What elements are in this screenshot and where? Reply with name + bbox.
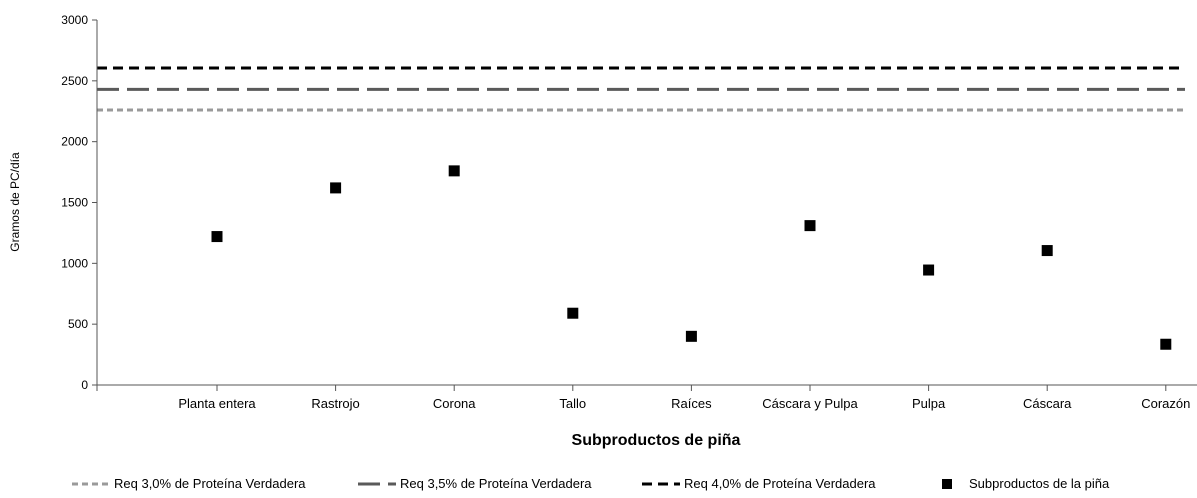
data-point bbox=[330, 182, 342, 194]
legend-swatch bbox=[942, 479, 952, 489]
axes bbox=[96, 20, 1197, 386]
legend-label: Req 3,5% de Proteína Verdadera bbox=[400, 476, 592, 491]
x-tick-label: Pulpa bbox=[912, 396, 946, 411]
y-tick-label: 500 bbox=[68, 317, 88, 331]
x-tick-label: Planta entera bbox=[178, 396, 256, 411]
x-ticks: Planta entera Rastrojo Corona Tallo Raíces Cá… bbox=[96, 385, 1190, 411]
x-tick-label: Corona bbox=[433, 396, 476, 411]
data-points bbox=[211, 165, 1172, 350]
x-tick-label: Tallo bbox=[559, 396, 586, 411]
data-point bbox=[567, 307, 579, 319]
y-tick-label: 0 bbox=[81, 378, 88, 392]
x-axis-label: Subproductos de piña bbox=[572, 432, 741, 449]
legend: Req 3,0% de Proteína Verdadera Req 3,5% d… bbox=[72, 476, 1110, 491]
y-tick-label: 1000 bbox=[61, 256, 88, 270]
data-point bbox=[448, 165, 460, 177]
x-tick-label: Cáscara y Pulpa bbox=[762, 396, 858, 411]
x-tick-label: Corazón bbox=[1141, 396, 1190, 411]
y-tick-label: 2000 bbox=[61, 135, 88, 149]
x-tick-label: Raíces bbox=[671, 396, 712, 411]
legend-label: Req 3,0% de Proteína Verdadera bbox=[114, 476, 306, 491]
data-point bbox=[211, 231, 223, 243]
y-tick-label: 2500 bbox=[61, 74, 88, 88]
x-tick-label: Cáscara bbox=[1023, 396, 1072, 411]
legend-label: Subproductos de la piña bbox=[969, 476, 1110, 491]
legend-label: Req 4,0% de Proteína Verdadera bbox=[684, 476, 876, 491]
y-axis-label: Gramos de PC/día bbox=[8, 152, 22, 252]
data-point bbox=[923, 264, 935, 276]
y-tick-label: 1500 bbox=[61, 196, 88, 210]
reference-lines bbox=[97, 66, 1185, 112]
data-point bbox=[804, 220, 816, 232]
y-tick-label: 3000 bbox=[61, 13, 88, 27]
data-point bbox=[685, 330, 697, 342]
x-tick-label: Rastrojo bbox=[311, 396, 359, 411]
data-point bbox=[1160, 338, 1172, 350]
y-ticks: 0 500 1000 1500 2000 2500 3000 bbox=[61, 13, 97, 392]
data-point bbox=[1041, 245, 1053, 257]
